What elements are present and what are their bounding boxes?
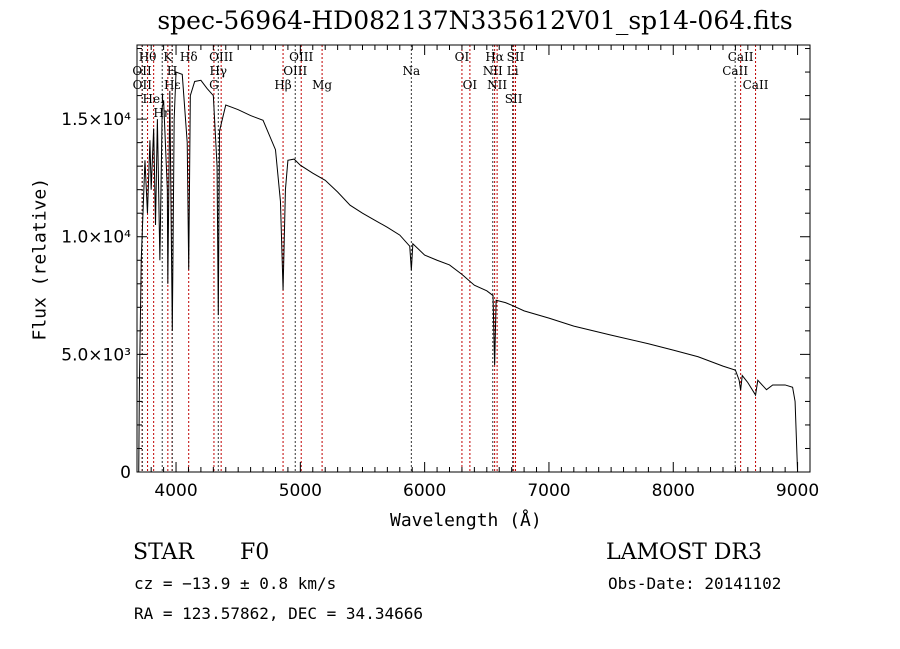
spectrum-line [138, 71, 799, 473]
line-label: NII [483, 64, 503, 78]
line-label: SII [507, 50, 525, 64]
line-label: OIII [283, 64, 307, 78]
line-label: OIII [209, 50, 233, 64]
x-tick-label: 7000 [527, 481, 570, 501]
line-label: HeI [143, 92, 166, 106]
line-label: Hγ [209, 64, 227, 78]
x-tick-label: 8000 [652, 481, 695, 501]
line-label: CaII [728, 50, 754, 64]
x-tick-label: 6000 [403, 481, 446, 501]
obs-date: Obs-Date: 20141102 [608, 574, 782, 593]
plot-frame [136, 44, 811, 473]
line-label: Hβ [274, 78, 291, 92]
line-label: G [209, 78, 219, 92]
line-label: OI [455, 50, 470, 64]
line-label: Hα [485, 50, 504, 64]
line-label: Hδ [180, 50, 198, 64]
y-axis-label: Flux (relative) [29, 177, 51, 341]
line-label: OI [463, 78, 478, 92]
line-label: Hε [164, 78, 181, 92]
line-label: OIII [289, 50, 313, 64]
line-label: K [163, 50, 173, 64]
x-tick-label: 5000 [279, 481, 322, 501]
line-label: SII [505, 92, 523, 106]
line-label: Hθ [139, 50, 157, 64]
line-label: Li [507, 64, 519, 78]
line-label: CaII [743, 78, 769, 92]
object-type: STAR [133, 540, 194, 565]
line-label: OII [132, 64, 152, 78]
line-label: OII [133, 78, 153, 92]
x-tick-label: 9000 [776, 481, 819, 501]
y-tick-label: 1.0×10⁴ [61, 228, 131, 248]
line-label: Na [403, 64, 421, 78]
y-tick-label: 5.0×10³ [61, 345, 131, 365]
x-axis-label: Wavelength (Å) [390, 510, 542, 531]
coordinates: RA = 123.57862, DEC = 34.34666 [134, 604, 423, 623]
line-label: CaII [722, 64, 748, 78]
x-tick-label: 4000 [154, 481, 197, 501]
line-label: NII [487, 78, 507, 92]
y-tick-label: 1.5×10⁴ [61, 110, 131, 130]
y-tick-label: 0 [120, 463, 131, 483]
survey: LAMOST DR3 [606, 540, 762, 565]
redshift-cz: cz = −13.9 ± 0.8 km/s [134, 574, 337, 593]
line-label: H [167, 64, 177, 78]
line-label: Mg [312, 78, 332, 92]
chart-title: spec-56964-HD082137N335612V01_sp14-064.f… [157, 6, 793, 35]
subclass: F0 [240, 540, 270, 565]
